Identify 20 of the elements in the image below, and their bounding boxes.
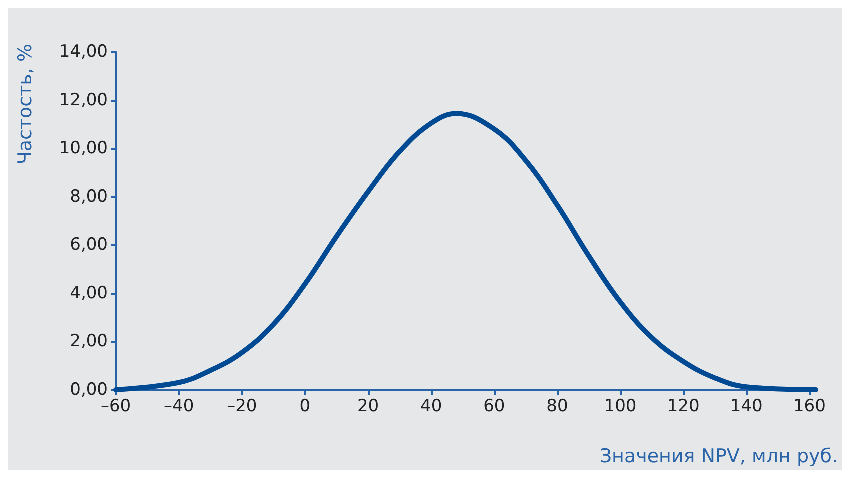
x-tick-label: –40: [164, 396, 194, 416]
y-tick-label: 6,00: [70, 235, 108, 256]
x-tick-label: 160: [793, 396, 826, 416]
x-tick-label: 20: [357, 396, 380, 416]
x-tick-label: 0: [300, 396, 311, 416]
x-tick-label: 60: [484, 396, 506, 416]
y-tick-label: 4,00: [70, 283, 108, 304]
y-tick-label: 14,00: [59, 42, 108, 62]
y-tick-label: 8,00: [70, 186, 108, 207]
x-axis-title: Значения NPV, млн руб.: [600, 446, 838, 468]
y-axis-title: Частость, %: [14, 44, 36, 165]
x-tick-label: 120: [667, 396, 700, 416]
x-tick-label: –20: [227, 396, 258, 416]
y-tick-label: 12,00: [59, 90, 108, 110]
y-tick-label: 2,00: [70, 332, 108, 352]
x-tick-label: 140: [730, 396, 763, 416]
x-tick-label: 40: [420, 396, 442, 416]
x-tick-label: 100: [604, 396, 637, 416]
x-tick-label: 80: [546, 396, 568, 416]
y-tick-label: 10,00: [59, 138, 108, 159]
